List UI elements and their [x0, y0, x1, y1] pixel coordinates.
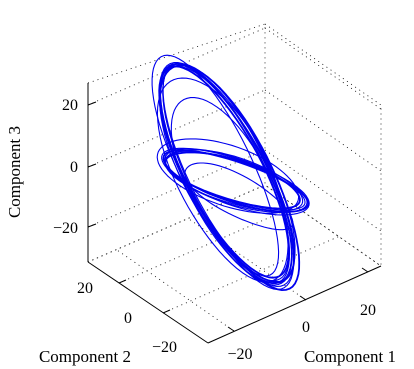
x-tick	[362, 268, 368, 272]
axes-box	[88, 24, 381, 343]
y-tick-label: 20	[77, 280, 93, 297]
x-tick-label: 20	[360, 302, 376, 319]
x-tick-label: 0	[302, 319, 310, 336]
y-tick-label: 0	[124, 310, 132, 327]
y-tick-label: −20	[152, 339, 177, 356]
trajectory-curves	[152, 55, 309, 290]
z-tick-label: −20	[53, 220, 78, 237]
grid-line	[117, 250, 234, 331]
grid-line	[265, 90, 381, 171]
z-tick	[88, 224, 96, 227]
x-tick	[300, 296, 306, 300]
z-tick-label: 0	[70, 159, 78, 176]
z-tick-label: 20	[62, 97, 78, 114]
y-axis-line	[88, 262, 208, 343]
y-axis-label: Component 2	[39, 347, 131, 366]
x-tick-label: −20	[227, 346, 252, 363]
y-tick	[119, 280, 126, 283]
z-tick	[88, 164, 96, 167]
x-axis-label: Component 1	[304, 347, 396, 366]
grid-back-left	[88, 24, 265, 262]
y-tick	[163, 310, 170, 313]
grid-line	[265, 28, 381, 109]
trajectory-loop	[157, 78, 288, 282]
z-tick	[88, 102, 96, 105]
x-tick	[228, 327, 234, 331]
z-axis-label: Component 3	[5, 126, 24, 218]
x-axis-line	[208, 266, 381, 343]
